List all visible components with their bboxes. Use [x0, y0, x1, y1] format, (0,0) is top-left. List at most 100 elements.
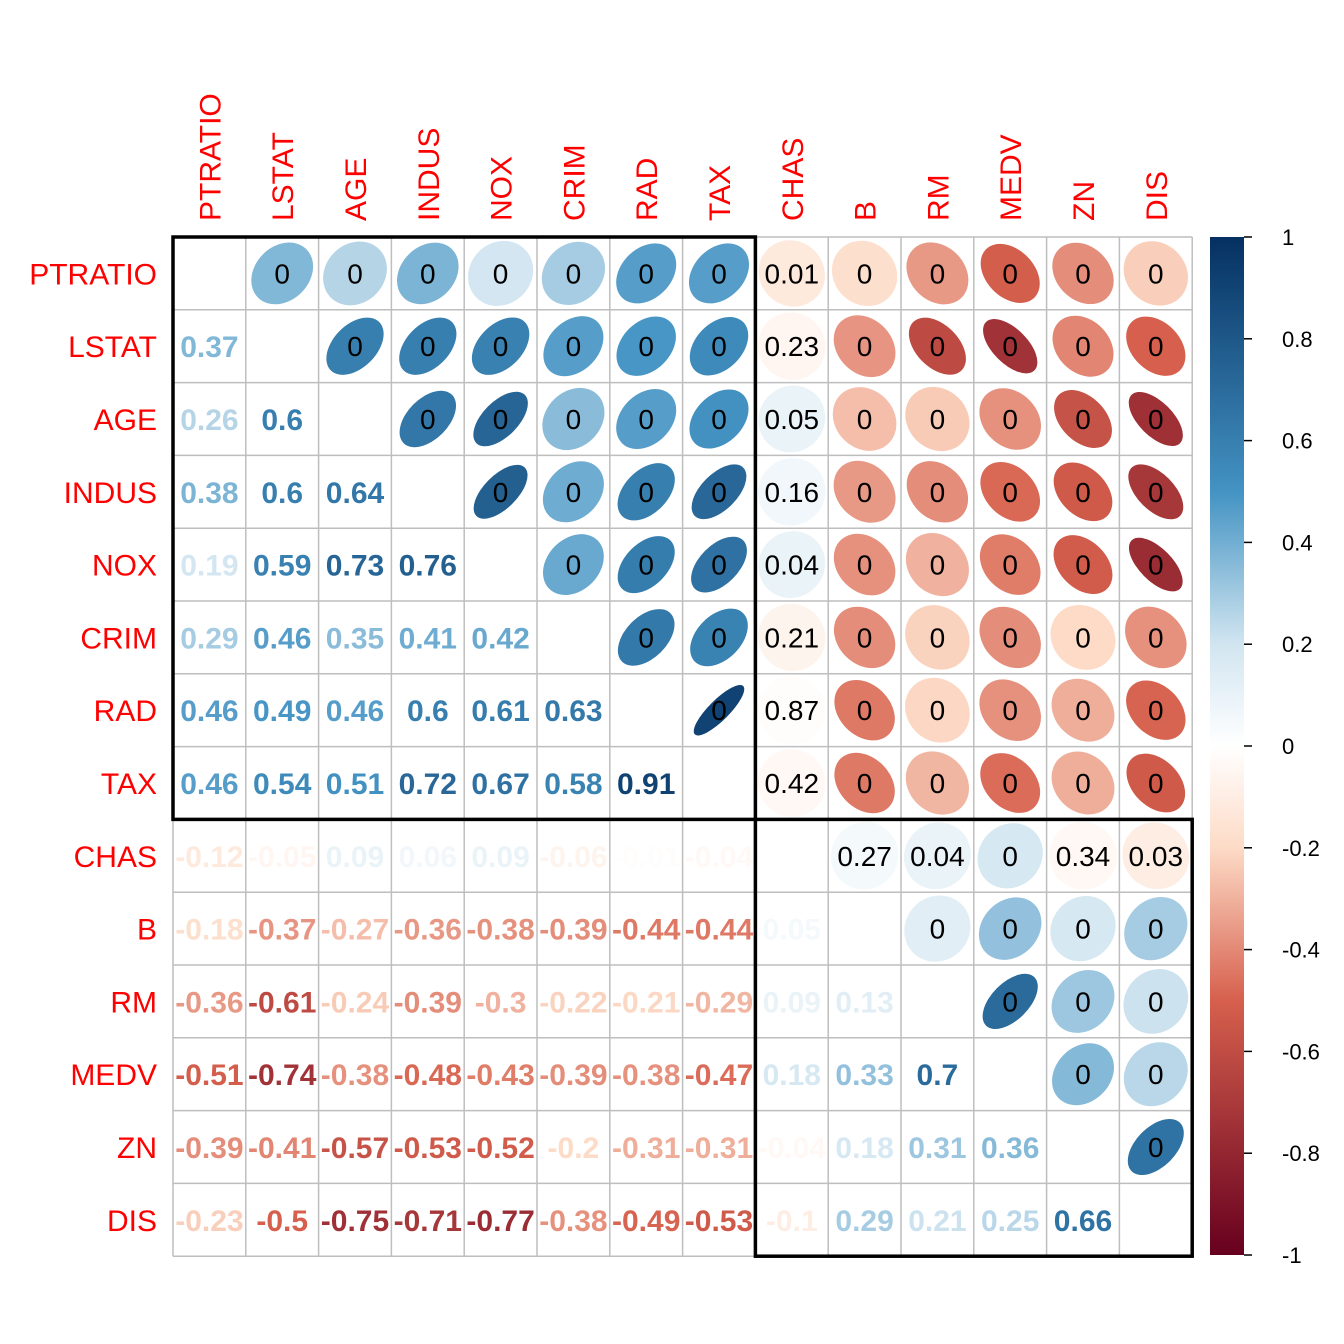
corr-ellipse-RAD-TAX: [693, 684, 745, 736]
coef-label-DIS-LSTAT: -0.5: [256, 1205, 308, 1238]
colorbar-tick-label: -0.4: [1282, 938, 1320, 963]
pvalue-label-LSTAT-RM: 0: [930, 331, 946, 362]
pvalue-label-NOX-TAX: 0: [711, 550, 727, 581]
coef-label-CRIM-NOX: 0.42: [471, 622, 529, 655]
pvalue-label-RM-ZN: 0: [1075, 986, 1091, 1017]
corr-ellipse-PTRATIO-RAD: [616, 243, 677, 304]
pvalue-label-RAD-MEDV: 0: [1002, 695, 1018, 726]
coef-label-CHAS-CRIM: -0.06: [539, 841, 607, 874]
corr-ellipse-CHAS-RM: [903, 822, 971, 890]
coef-label-TAX-LSTAT: 0.54: [253, 768, 312, 801]
corr-ellipse-RM-DIS: [1123, 969, 1189, 1034]
pvalue-label-AGE-CHAS: 0.05: [765, 404, 820, 435]
colorbar-tick-label: -1: [1282, 1243, 1302, 1268]
pvalue-label-AGE-TAX: 0: [711, 404, 727, 435]
pvalue-label-TAX-B: 0: [857, 768, 873, 799]
corr-ellipse-CRIM-DIS: [1125, 606, 1187, 669]
pvalue-label-LSTAT-CHAS: 0.23: [765, 331, 820, 362]
corr-ellipse-LSTAT-B: [833, 315, 896, 378]
pvalue-label-LSTAT-AGE: 0: [347, 331, 363, 362]
pvalue-label-NOX-RAD: 0: [638, 550, 654, 581]
coef-label-AGE-PTRATIO: 0.26: [180, 404, 238, 437]
pvalue-label-RAD-B: 0: [857, 695, 873, 726]
pvalue-label-CHAS-DIS: 0.03: [1129, 841, 1184, 872]
corr-ellipse-AGE-DIS: [1128, 391, 1183, 447]
coef-label-ZN-RM: 0.31: [908, 1132, 966, 1165]
coef-label-CHAS-LSTAT: -0.05: [248, 841, 316, 874]
coef-label-TAX-INDUS: 0.72: [399, 768, 457, 801]
coef-label-B-AGE: -0.27: [321, 914, 389, 947]
col-label-RAD: RAD: [631, 158, 664, 221]
coef-label-CRIM-PTRATIO: 0.29: [180, 622, 238, 655]
coef-label-INDUS-PTRATIO: 0.38: [180, 477, 238, 510]
pvalue-label-LSTAT-ZN: 0: [1075, 331, 1091, 362]
coef-label-DIS-CRIM: -0.38: [539, 1205, 607, 1238]
pvalue-label-LSTAT-TAX: 0: [711, 331, 727, 362]
row-label-CHAS: CHAS: [74, 841, 157, 874]
corr-ellipse-CRIM-B: [833, 606, 896, 669]
corr-ellipse-CRIM-RAD: [617, 609, 675, 666]
pvalue-label-CRIM-ZN: 0: [1075, 622, 1091, 653]
row-label-PTRATIO: PTRATIO: [29, 258, 157, 291]
colorbar-tick-label: -0.6: [1282, 1039, 1320, 1064]
corr-ellipse-AGE-RM: [905, 386, 970, 452]
corr-ellipse-CRIM-ZN: [1050, 604, 1116, 670]
corr-ellipse-AGE-RAD: [616, 388, 677, 450]
pvalue-label-PTRATIO-B: 0: [857, 258, 873, 289]
pvalue-label-RAD-CHAS: 0.87: [765, 695, 820, 726]
coef-label-DIS-CHAS: -0.1: [766, 1205, 818, 1238]
pvalue-label-LSTAT-RAD: 0: [638, 331, 654, 362]
col-label-CHAS: CHAS: [777, 138, 810, 221]
pvalue-label-PTRATIO-MEDV: 0: [1002, 258, 1018, 289]
corr-ellipse-PTRATIO-TAX: [688, 243, 750, 304]
pvalue-label-ZN-DIS: 0: [1148, 1132, 1164, 1163]
col-label-INDUS: INDUS: [413, 128, 446, 221]
coef-label-MEDV-TAX: -0.47: [685, 1059, 753, 1092]
colorbar-gradient: [1210, 237, 1244, 1255]
coef-label-ZN-INDUS: -0.53: [394, 1132, 462, 1165]
corr-ellipse-LSTAT-CHAS: [758, 312, 826, 380]
coef-label-DIS-NOX: -0.77: [466, 1205, 534, 1238]
corr-ellipse-NOX-B: [833, 533, 896, 596]
corr-ellipse-RAD-B: [834, 679, 895, 741]
coef-label-NOX-INDUS: 0.76: [399, 550, 457, 583]
corr-ellipse-PTRATIO-CHAS: [758, 240, 825, 307]
corr-ellipse-CRIM-RM: [905, 605, 970, 670]
grid-layer: [172, 236, 1193, 1257]
pvalue-label-NOX-B: 0: [857, 550, 873, 581]
coef-label-MEDV-LSTAT: -0.74: [248, 1059, 317, 1092]
corr-ellipse-INDUS-CRIM: [542, 461, 604, 523]
corr-ellipse-INDUS-RAD: [617, 463, 675, 521]
coef-label-B-RAD: -0.44: [612, 914, 681, 947]
corr-ellipse-LSTAT-ZN: [1052, 315, 1114, 377]
pvalue-label-AGE-RAD: 0: [638, 404, 654, 435]
coef-label-ZN-TAX: -0.31: [685, 1132, 753, 1165]
pvalue-label-AGE-DIS: 0: [1148, 404, 1164, 435]
corr-ellipse-CRIM-TAX: [690, 608, 748, 667]
corr-ellipse-INDUS-TAX: [691, 464, 747, 520]
pvalue-label-INDUS-CHAS: 0.16: [765, 477, 820, 508]
cluster-boxes: [171, 235, 1194, 1258]
coef-label-ZN-AGE: -0.57: [321, 1132, 389, 1165]
coef-label-MEDV-PTRATIO: -0.51: [175, 1059, 243, 1092]
pvalue-label-RAD-DIS: 0: [1148, 695, 1164, 726]
pvalue-label-AGE-ZN: 0: [1075, 404, 1091, 435]
coef-label-RM-B: 0.13: [835, 986, 893, 1019]
corr-ellipse-LSTAT-RM: [908, 317, 966, 375]
coef-label-CRIM-INDUS: 0.41: [399, 622, 457, 655]
coef-label-TAX-PTRATIO: 0.46: [180, 768, 238, 801]
coef-label-DIS-B: 0.29: [835, 1205, 893, 1238]
coef-label-RAD-PTRATIO: 0.46: [180, 695, 238, 728]
coef-label-DIS-INDUS: -0.71: [394, 1205, 462, 1238]
corr-ellipse-PTRATIO-INDUS: [397, 242, 459, 305]
corr-ellipse-RAD-MEDV: [979, 679, 1041, 741]
colorbar-tick-label: 0.6: [1282, 429, 1313, 454]
coef-label-NOX-AGE: 0.73: [326, 550, 384, 583]
corr-ellipse-NOX-RAD: [617, 536, 675, 594]
corr-ellipse-INDUS-DIS: [1128, 464, 1184, 520]
row-label-TAX: TAX: [101, 768, 157, 801]
coef-label-ZN-CHAS: -0.04: [758, 1132, 827, 1165]
pvalue-label-TAX-ZN: 0: [1075, 768, 1091, 799]
pvalue-label-PTRATIO-ZN: 0: [1075, 258, 1091, 289]
